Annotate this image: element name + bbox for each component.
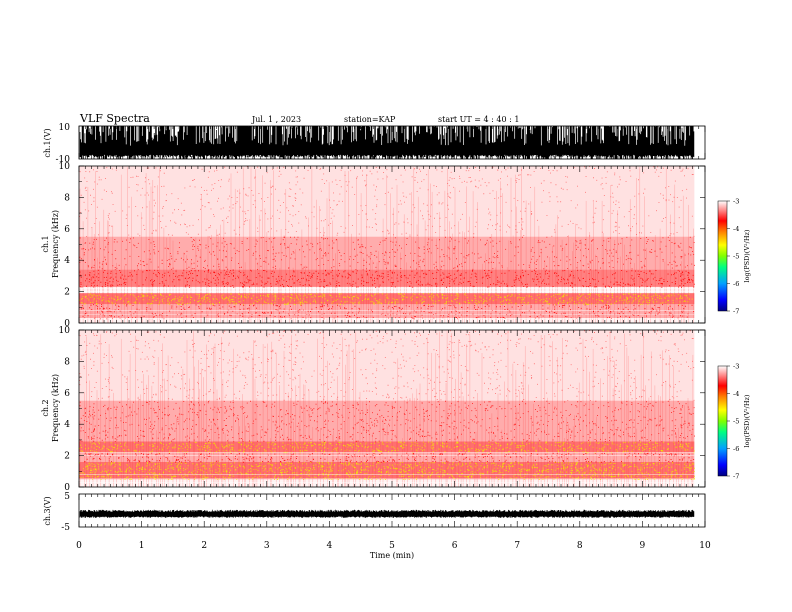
spectrogram-band-1 xyxy=(79,293,695,305)
ch1-colorbar: -3 -4 -5 -6 -7 log(PSD)(V²/Hz) xyxy=(717,198,751,316)
freq-tick-label: 8 xyxy=(64,193,70,203)
time-tick-label: 3 xyxy=(264,541,270,551)
colorbar-tick-label: -4 xyxy=(733,225,739,233)
ch1-spectrogram-image xyxy=(79,166,695,323)
p4-data-path xyxy=(79,509,695,518)
ch2-spectrogram-image xyxy=(79,330,696,487)
freq-tick-label: 0 xyxy=(64,319,70,329)
time-tick-label: 10 xyxy=(699,541,711,551)
ch1-ytick-min: -10 xyxy=(56,155,71,165)
spectrogram-band-2 xyxy=(79,269,695,287)
spectrogram-band-4 xyxy=(79,166,695,237)
colorbar-tick-label: -6 xyxy=(733,445,739,453)
ch2-colorbar-label: log(PSD)(V²/Hz) xyxy=(743,394,751,447)
ch3-waveform-panel: 5 -5 ch.3(V) xyxy=(43,492,706,533)
colorbar-tick-label: -7 xyxy=(733,308,739,316)
time-tick-label: 2 xyxy=(201,541,207,551)
ch1-waveform-panel: 10 -10 ch.1(V) xyxy=(43,123,706,165)
ch2-spectrogram-panel: 0 2 4 6 8 10 ch.2 Frequency (kHz) xyxy=(41,326,706,493)
colorbar-tick-label: -3 xyxy=(733,198,739,206)
time-axis-label: Time (min) xyxy=(370,551,414,560)
ch1-colorbar-scale xyxy=(717,200,728,312)
spectrogram-band-2 xyxy=(79,441,695,453)
time-axis-ticks xyxy=(78,126,706,527)
header-date: Jul. 1 , 2023 xyxy=(251,115,301,124)
freq-tick-label: 6 xyxy=(64,389,70,399)
freq-tick-label: 8 xyxy=(64,357,70,367)
ch2-spectrogram-ylabel-2: Frequency (kHz) xyxy=(51,374,60,442)
spectrogram-speckle-0 xyxy=(79,461,696,480)
figure-title: VLF Spectra xyxy=(79,112,150,125)
time-tick-label: 7 xyxy=(514,541,520,551)
spectrogram-speckle-2 xyxy=(79,269,695,288)
time-tick-label: 9 xyxy=(640,541,646,551)
ch1-spectrogram-ylabel-1: ch.1 xyxy=(41,235,50,252)
spectrogram-speckle-2 xyxy=(79,441,695,454)
spectrogram-band-3 xyxy=(79,400,695,442)
ch1-spectrogram-ylabel-2: Frequency (kHz) xyxy=(51,210,60,278)
freq-tick-label: 10 xyxy=(59,162,71,172)
freq-tick-label: 4 xyxy=(64,420,70,430)
spectrogram-sferics xyxy=(79,330,694,487)
freq-tick-label: 2 xyxy=(64,288,70,298)
colorbar-tick-label: -4 xyxy=(733,390,739,398)
freq-tick-label: 10 xyxy=(59,326,71,336)
ch1-waveform-trace xyxy=(79,126,695,159)
ch1-waveform-ylabel: ch.1(V) xyxy=(43,128,52,157)
ch1-spectrogram-panel: 0 2 4 6 8 10 ch.1 Frequency (kHz) xyxy=(41,162,706,329)
colorbar-tick-label: -7 xyxy=(733,473,739,481)
freq-tick-label: 6 xyxy=(64,225,70,235)
ch3-ytick-max: 5 xyxy=(64,492,70,502)
ch1-ytick-max: 10 xyxy=(59,123,71,133)
colorbar-tick-label: -6 xyxy=(733,280,739,288)
ch2-colorbar: -3 -4 -5 -6 -7 log(PSD)(V²/Hz) xyxy=(717,363,751,481)
spectrogram-band-1 xyxy=(79,452,695,462)
time-tick-label: 0 xyxy=(76,541,82,551)
ch2-colorbar-scale xyxy=(717,365,728,477)
colorbar-tick-label: -5 xyxy=(733,253,739,261)
colorbar-tick-label: -5 xyxy=(733,418,739,426)
time-tick-label: 6 xyxy=(452,541,458,551)
spectrogram-band-4 xyxy=(79,330,695,401)
ch2-spectrogram-ylabel-1: ch.2 xyxy=(41,399,50,416)
colorbar-tick-label: -3 xyxy=(733,363,739,371)
header-station: station=KAP xyxy=(344,115,396,124)
time-tick-label: 8 xyxy=(577,541,583,551)
ch3-ytick-min: -5 xyxy=(61,523,70,533)
spectrogram-speckle-3 xyxy=(79,400,696,443)
spectrogram-speckle-1 xyxy=(79,293,693,306)
freq-tick-label: 0 xyxy=(64,483,70,493)
ch1-colorbar-label: log(PSD)(V²/Hz) xyxy=(743,229,751,282)
time-tick-label: 1 xyxy=(139,541,145,551)
ch3-waveform-trace xyxy=(79,509,695,518)
header-start-ut: start UT = 4 : 40 : 1 xyxy=(438,115,519,124)
time-tick-label: 4 xyxy=(327,541,333,551)
time-axis-labels: 0 1 2 3 4 5 6 7 8 9 10 xyxy=(76,541,711,551)
spectrogram-band-3 xyxy=(79,236,695,270)
ch3-waveform-ylabel: ch.3(V) xyxy=(43,496,52,525)
p1-data-path xyxy=(79,126,695,159)
freq-tick-label: 4 xyxy=(64,256,70,266)
freq-tick-label: 2 xyxy=(64,452,70,462)
time-tick-label: 5 xyxy=(389,541,395,551)
